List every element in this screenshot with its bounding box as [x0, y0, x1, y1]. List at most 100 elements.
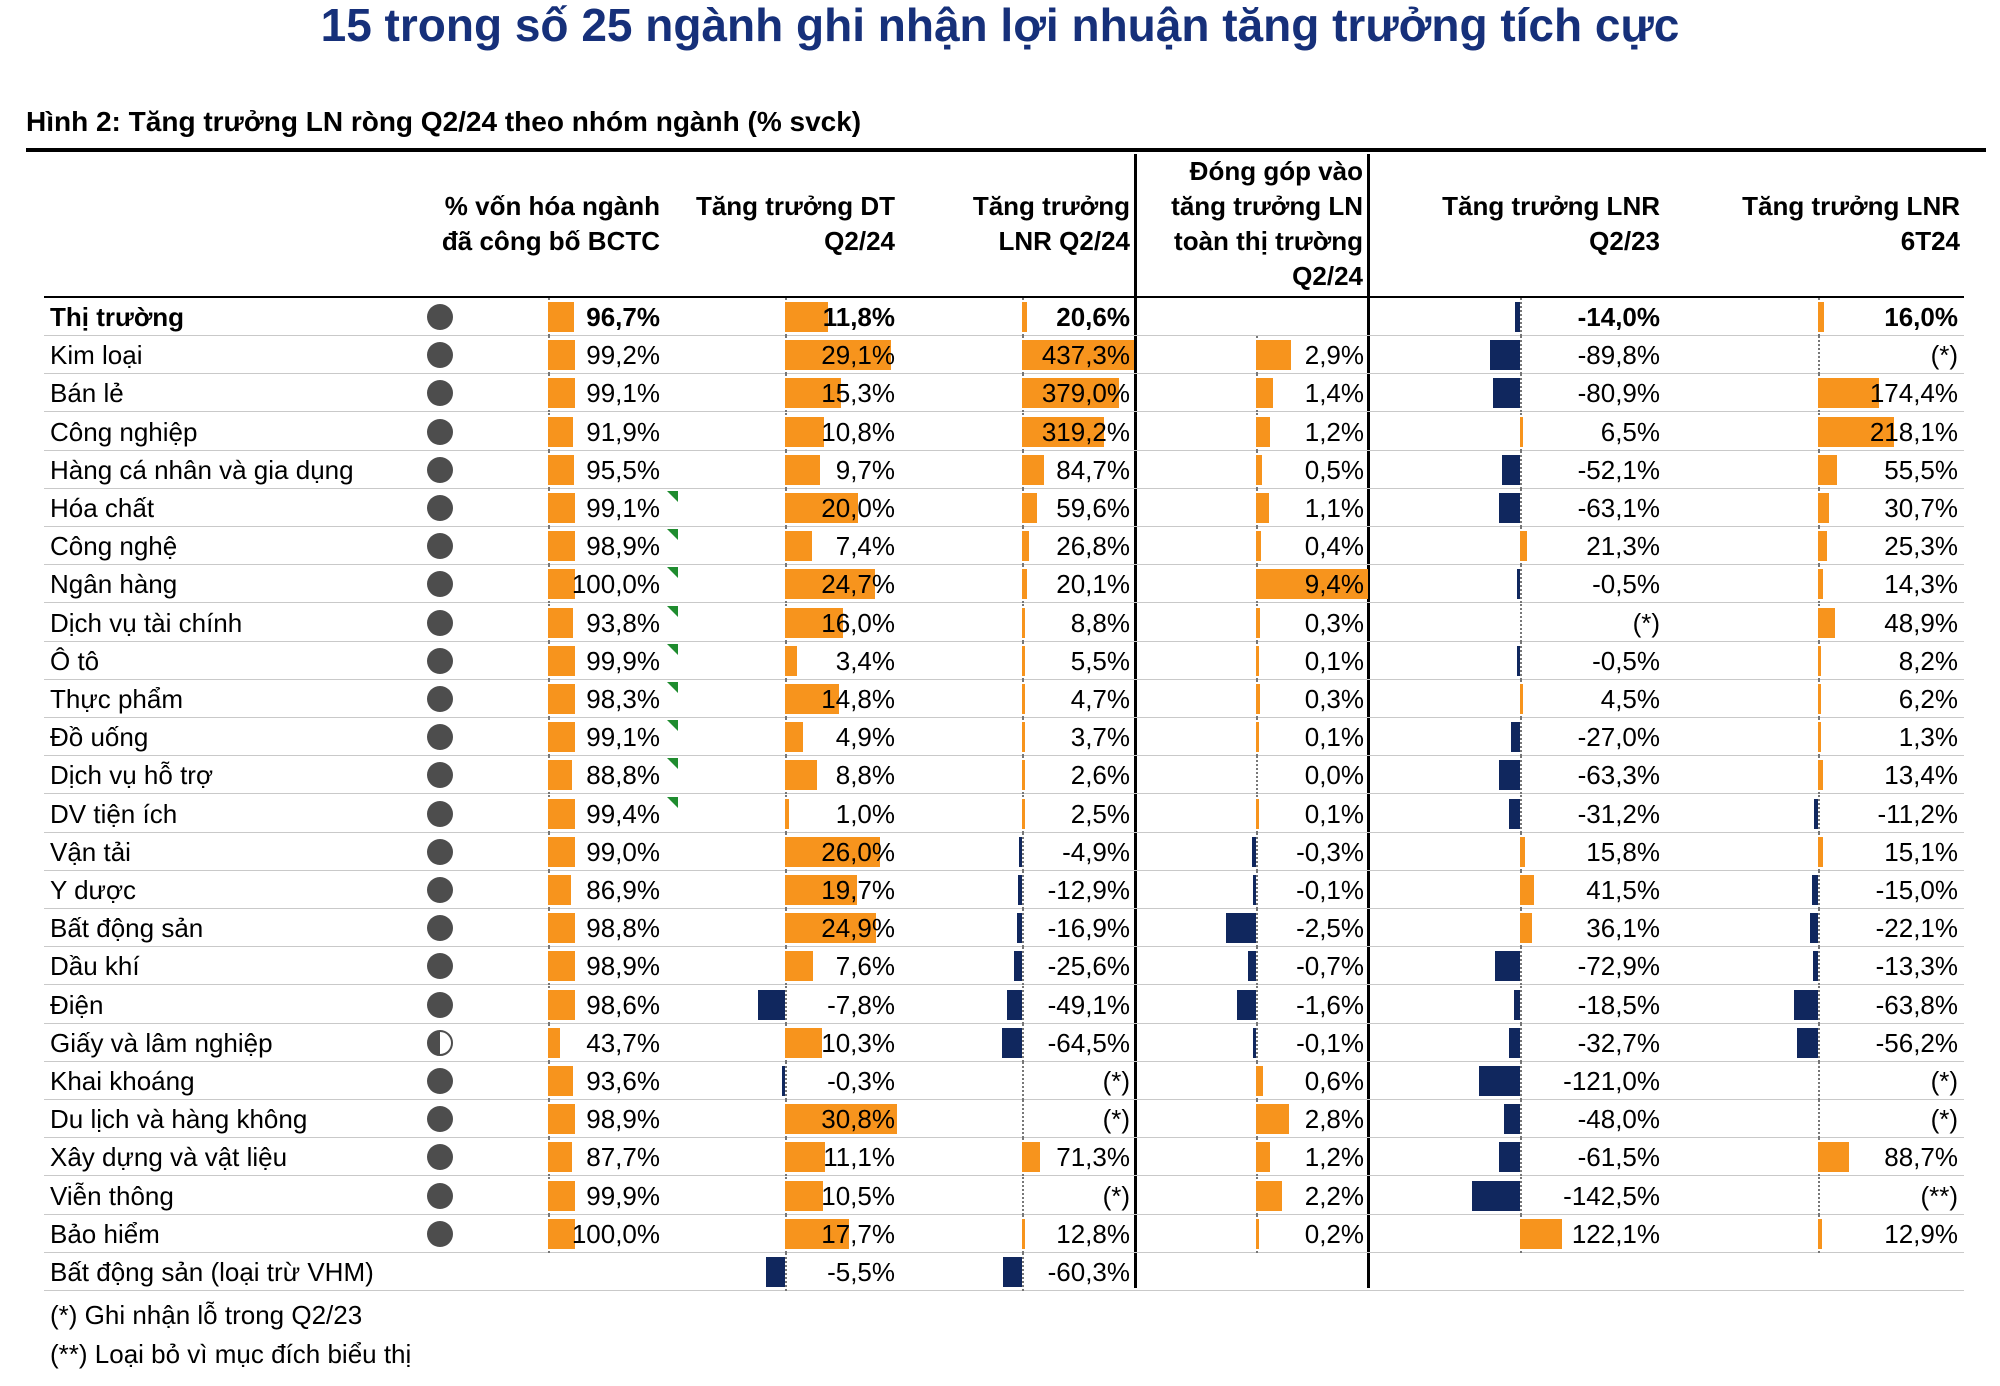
- 6t24-growth-bar: [1818, 607, 1836, 638]
- revenue-growth-bar: [782, 1066, 785, 1096]
- lnr-growth-value: (*): [1102, 1066, 1130, 1096]
- filled-dot-icon: [427, 762, 453, 789]
- lnr-growth-bar: [1003, 1257, 1022, 1287]
- lnr-growth-value: 71,3%: [1056, 1142, 1130, 1173]
- lnr-growth-value: 319,2%: [1041, 416, 1130, 447]
- bar-axis: [1818, 871, 1820, 909]
- header-6t24: Tăng trưởng LNR 6T24: [1742, 191, 1960, 256]
- 6t24-growth-bar: [1818, 378, 1879, 409]
- filled-dot-icon: [427, 838, 453, 865]
- cap-bar: [548, 951, 575, 982]
- 6t24-growth-bar: [1818, 569, 1823, 600]
- bar-axis: [1256, 756, 1258, 795]
- bar-axis: [1520, 1023, 1522, 1062]
- revenue-growth-bar: [758, 989, 785, 1020]
- bar-axis: [785, 1062, 787, 1100]
- cap-value: 100,0%: [571, 1218, 660, 1249]
- table-row: Ô tô 99,9% 3,4% 5,5% 0,1% -0,5% 8,2%: [0, 641, 2000, 680]
- revenue-growth-bar: [785, 1180, 824, 1211]
- q223-growth-bar: [1508, 1027, 1520, 1058]
- cap-bar: [548, 875, 572, 905]
- q223-growth-value: -80,9%: [1577, 378, 1660, 409]
- 6t24-growth-bar: [1812, 951, 1818, 982]
- cap-value: 87,7%: [586, 1142, 660, 1173]
- bar-axis: [1818, 1100, 1820, 1139]
- lnr-growth-value: (*): [1102, 1180, 1130, 1211]
- filled-dot-icon: [427, 418, 453, 445]
- filled-dot-icon: [427, 915, 453, 942]
- cap-value: 99,2%: [586, 340, 660, 371]
- sector-name: Đồ uống: [50, 722, 149, 753]
- contribution-bar: [1236, 989, 1256, 1020]
- table-row: Bất động sản (loại trừ VHM) -5,5% -60,3%: [0, 1253, 2000, 1291]
- bar-axis: [1520, 947, 1522, 986]
- table-row: DV tiện ích 99,4% 1,0% 2,5% 0,1% -31,2% -11,2%: [0, 794, 2000, 833]
- sector-name: Thực phẩm: [50, 684, 184, 714]
- table-row: Viễn thông 99,9% 10,5% (*) 2,2% -142,5% (**): [0, 1176, 2000, 1215]
- q223-growth-bar: [1492, 378, 1520, 409]
- row-separator: [44, 1251, 1964, 1253]
- cap-bar: [548, 493, 575, 523]
- 6t24-growth-value: 14,3%: [1884, 569, 1958, 600]
- bar-axis: [1256, 909, 1258, 948]
- filled-dot-icon: [427, 953, 453, 980]
- lnr-growth-value: 12,8%: [1056, 1218, 1130, 1249]
- q223-growth-value: -27,0%: [1577, 722, 1660, 753]
- sector-name: Du lịch và hàng không: [50, 1104, 308, 1135]
- sector-name: Bán lẻ: [50, 378, 124, 409]
- filled-dot-icon: [427, 456, 453, 483]
- table-row: Dịch vụ hỗ trợ 88,8% 8,8% 2,6% 0,0% -63,3% 13,…: [0, 756, 2000, 795]
- cap-bar: [548, 836, 575, 867]
- sector-name: Ngân hàng: [50, 569, 178, 600]
- contribution-value: 0,5%: [1304, 454, 1364, 485]
- revenue-growth-bar: [785, 722, 803, 753]
- header-q223: Tăng trưởng LNR Q2/23: [1442, 191, 1660, 256]
- bar-axis: [1520, 1062, 1522, 1100]
- lnr-growth-value: 2,5%: [1070, 798, 1130, 829]
- contribution-bar: [1253, 875, 1256, 905]
- bar-axis: [1022, 1023, 1024, 1062]
- cap-bar: [548, 760, 572, 791]
- q223-growth-value: (*): [1632, 607, 1660, 638]
- cap-value: 99,0%: [586, 836, 660, 867]
- table-row: Vận tải 99,0% 26,0% -4,9% -0,3% 15,8% 15,1%: [0, 832, 2000, 871]
- lnr-growth-bar: [1022, 531, 1029, 562]
- q223-growth-bar: [1472, 1180, 1520, 1211]
- row-separator: [44, 869, 1964, 871]
- filled-dot-icon: [427, 495, 453, 521]
- lnr-growth-value: -12,9%: [1047, 875, 1130, 905]
- sector-name: Công nghiệp: [50, 416, 198, 447]
- row-separator: [44, 908, 1964, 909]
- bar-axis: [1818, 947, 1820, 986]
- table-row: Thị trường 96,7% 11,8% 20,6% -14,0% 16,0%: [0, 298, 2000, 336]
- cap-value: 98,9%: [586, 951, 660, 982]
- bar-axis: [1818, 336, 1820, 375]
- q223-growth-value: -89,8%: [1577, 340, 1660, 371]
- lnr-growth-value: 2,6%: [1070, 760, 1130, 791]
- lnr-growth-bar: [1022, 569, 1028, 600]
- revenue-growth-value: 26,0%: [821, 836, 895, 867]
- sector-name: Khai khoáng: [50, 1066, 195, 1096]
- contribution-bar: [1256, 531, 1261, 562]
- lnr-growth-value: 8,8%: [1070, 607, 1130, 638]
- filled-dot-icon: [427, 571, 453, 598]
- revenue-growth-bar: [785, 1104, 897, 1135]
- sector-name: Thị trường: [50, 302, 185, 332]
- bar-axis: [1520, 298, 1522, 336]
- lnr-growth-bar: [1022, 684, 1025, 714]
- row-separator: [44, 602, 1964, 604]
- 6t24-growth-value: 218,1%: [1869, 416, 1958, 447]
- q223-growth-bar: [1520, 1218, 1562, 1249]
- table-row: Khai khoáng 93,6% -0,3% (*) 0,6% -121,0% (*): [0, 1062, 2000, 1100]
- row-separator: [44, 640, 1964, 642]
- q223-growth-bar: [1498, 760, 1520, 791]
- bar-axis: [1520, 450, 1522, 489]
- green-triangle-icon: [667, 720, 678, 732]
- contribution-value: -0,7%: [1296, 951, 1364, 982]
- cap-bar: [548, 454, 574, 485]
- table-row: Hàng cá nhân và gia dụng 95,5% 9,7% 84,7% 0,…: [0, 450, 2000, 489]
- bar-axis: [1520, 1176, 1522, 1215]
- 6t24-growth-bar: [1812, 875, 1818, 905]
- green-triangle-icon: [667, 758, 678, 770]
- contribution-value: 0,1%: [1304, 798, 1364, 829]
